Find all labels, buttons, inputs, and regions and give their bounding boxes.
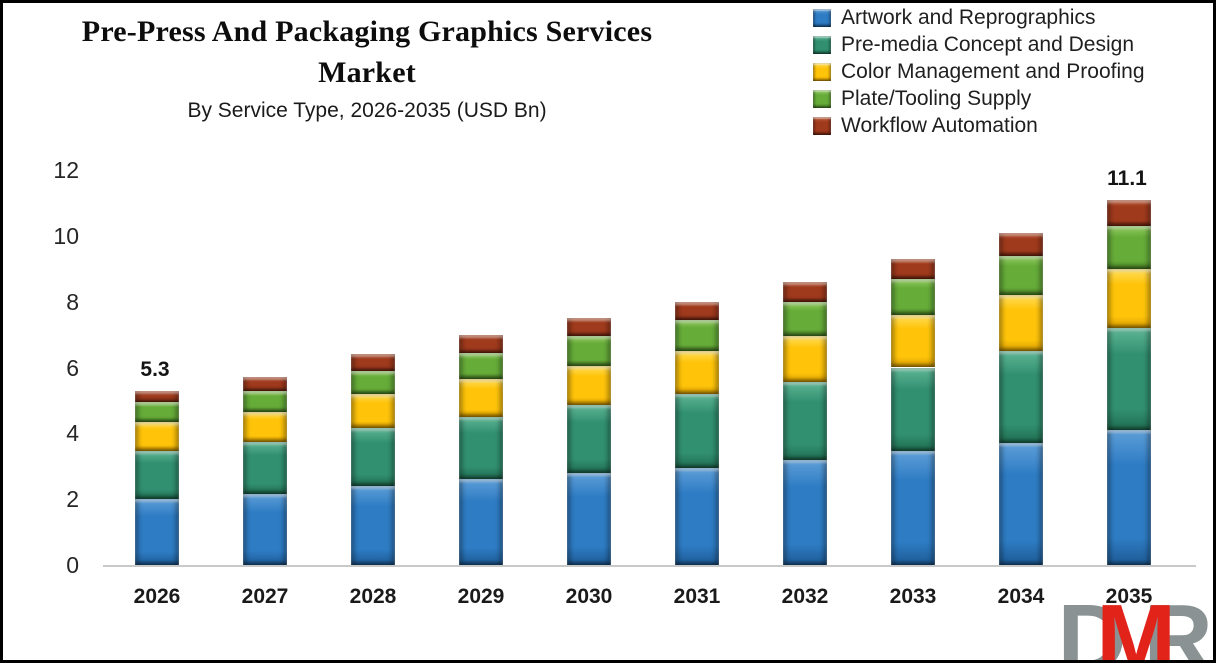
bar-segment [243, 441, 287, 495]
bar-segment [135, 451, 179, 500]
bar-segment [567, 336, 611, 366]
legend-item: Color Management and Proofing [813, 60, 1145, 83]
bar-segment [243, 494, 287, 565]
bar-segment [675, 351, 719, 394]
x-axis-category-label: 2029 [457, 585, 505, 608]
bar-segment [891, 451, 935, 565]
bar-segment [567, 472, 611, 565]
bar-segment [135, 499, 179, 565]
legend-item: Workflow Automation [813, 114, 1145, 137]
legend-item-label: Artwork and Reprographics [841, 6, 1096, 29]
legend-color-swatch-icon [813, 117, 831, 135]
bar-segment [1107, 225, 1151, 269]
legend-item-label: Plate/Tooling Supply [841, 87, 1032, 110]
legend-color-swatch-icon [813, 63, 831, 81]
x-axis-category-label: 2035 [1105, 585, 1153, 608]
y-axis-tick-label: 8 [66, 288, 79, 315]
chart-title-line1: Pre-Press And Packaging Graphics Service… [81, 15, 653, 48]
logo-letter-d: D [1057, 593, 1127, 660]
x-axis-category-label: 2032 [781, 585, 829, 608]
bar-segment [135, 390, 179, 403]
legend-color-swatch-icon [813, 36, 831, 54]
bar-segment [567, 365, 611, 406]
x-axis-category-label: 2026 [133, 585, 181, 608]
chart-subtitle: By Service Type, 2026-2035 (USD Bn) [187, 99, 547, 122]
logo-letter-r: R [1143, 593, 1210, 660]
bar-segment [459, 334, 503, 353]
bar-segment [567, 405, 611, 473]
bar-segment [783, 301, 827, 337]
title-block: Pre-Press And Packaging Graphics Service… [11, 11, 723, 123]
bar-segment [351, 486, 395, 565]
bar-segment [999, 351, 1043, 444]
bar-segment [243, 390, 287, 412]
legend-item-label: Color Management and Proofing [841, 60, 1145, 83]
bar-segment [675, 467, 719, 565]
bar-segment [891, 278, 935, 315]
bar-segment [783, 459, 827, 565]
y-axis-tick-label: 4 [66, 420, 79, 447]
bar-segment [243, 411, 287, 442]
bar-segment [1107, 199, 1151, 226]
bar-segment [351, 393, 395, 429]
legend: Artwork and Reprographics Pre-media Conce… [813, 6, 1145, 137]
legend-item-label: Workflow Automation [841, 114, 1038, 137]
bar-segment [999, 443, 1043, 565]
bar-segment [1107, 268, 1151, 328]
bar-total-label: 5.3 [140, 357, 170, 381]
bar-segment [459, 416, 503, 480]
bar-segment [351, 354, 395, 371]
bar-segment [891, 258, 935, 279]
bar-segment [999, 295, 1043, 352]
bar-segment [351, 370, 395, 394]
bar-segment [783, 281, 827, 302]
bar-segment [459, 479, 503, 565]
x-axis-category-label: 2027 [241, 585, 289, 608]
bar-segment [891, 314, 935, 368]
x-axis-category-label: 2030 [565, 585, 613, 608]
legend-item: Artwork and Reprographics [813, 6, 1145, 29]
chart-title-line2: Market [318, 56, 416, 89]
y-axis-tick-label: 12 [53, 157, 79, 183]
x-axis-category-label: 2031 [673, 585, 721, 608]
bar-segment [999, 232, 1043, 256]
y-axis-tick-label: 6 [66, 354, 79, 381]
legend-item: Plate/Tooling Supply [813, 87, 1145, 110]
bar-segment [891, 367, 935, 452]
bar-segment [675, 393, 719, 468]
bar-segment [243, 377, 287, 391]
legend-item-label: Pre-media Concept and Design [841, 33, 1134, 56]
x-axis-category-label: 2033 [889, 585, 937, 608]
bar-segment [1107, 328, 1151, 431]
y-axis-tick-label: 10 [53, 222, 79, 249]
bar-segment [459, 352, 503, 380]
bar-segment [135, 402, 179, 422]
bar-segment [783, 382, 827, 460]
y-axis-tick-label: 2 [66, 486, 79, 513]
dmr-logo: DMR [1058, 593, 1209, 660]
bar-total-label: 11.1 [1107, 166, 1147, 190]
bar-segment [135, 421, 179, 452]
bar-segment [351, 428, 395, 486]
x-axis-category-label: 2028 [349, 585, 397, 608]
x-axis-category-label: 2034 [997, 585, 1045, 608]
bar-segment [999, 255, 1043, 296]
bar-segment [675, 301, 719, 320]
legend-item: Pre-media Concept and Design [813, 33, 1145, 56]
bar-segment [459, 379, 503, 417]
y-axis-tick-label: 0 [66, 552, 79, 578]
legend-color-swatch-icon [813, 90, 831, 108]
bar-segment [1107, 430, 1151, 565]
plot-area: 0 2 4 6 8 10 12 2026 5.3 2027 2028 2029 2030 2031 2032… [3, 3, 1213, 660]
x-axis-line [103, 565, 1196, 567]
legend-color-swatch-icon [813, 9, 831, 27]
bar-segment [567, 318, 611, 337]
bar-segment [675, 319, 719, 352]
bar-segment [783, 336, 827, 383]
logo-letter-m: M [1096, 593, 1176, 660]
